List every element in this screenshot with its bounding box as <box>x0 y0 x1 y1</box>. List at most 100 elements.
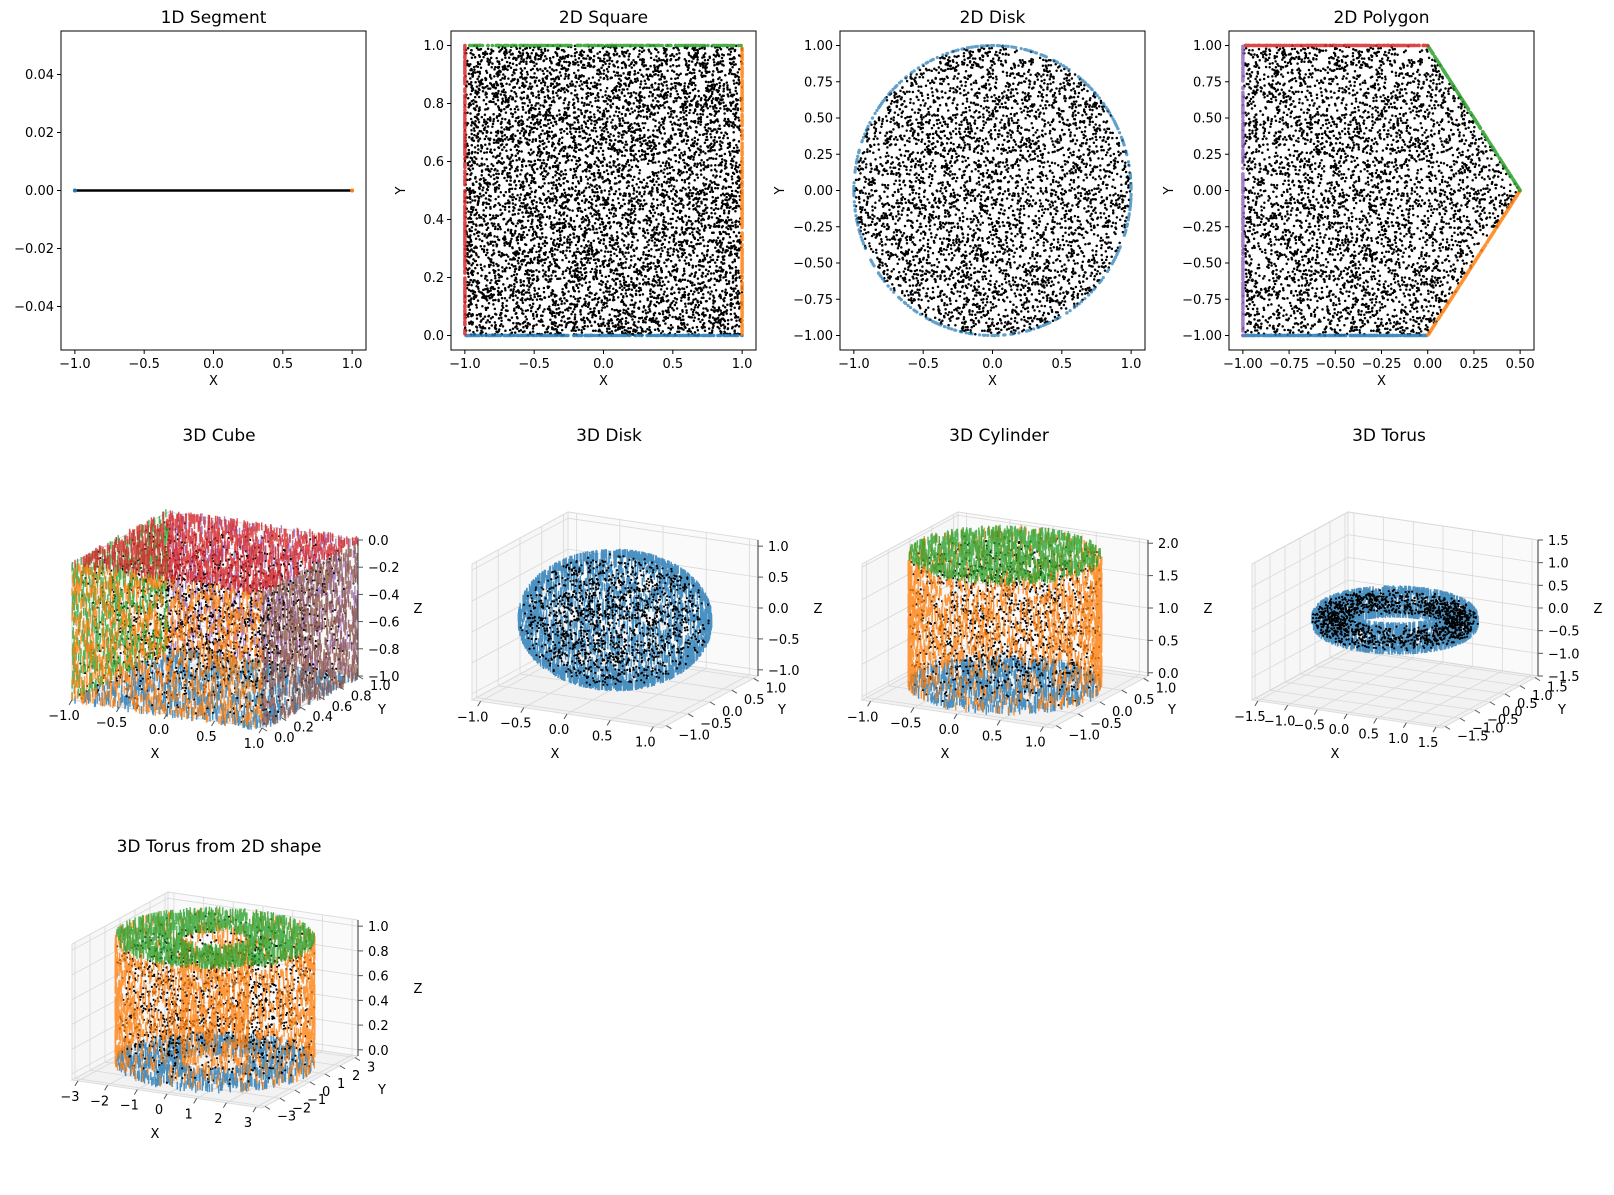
y-tick-mark <box>687 713 694 718</box>
y-tick-label: 1.0 <box>423 39 444 54</box>
z-tick-label: −1.0 <box>768 664 800 679</box>
x-tick-label: 0 <box>155 1103 163 1118</box>
y-axis-label: Y <box>377 703 386 718</box>
y-tick-mark <box>339 1065 346 1070</box>
grid-line <box>1314 665 1506 695</box>
x-tick-label: 1.0 <box>635 736 656 751</box>
subplot-7: 3D Cylinder−1.0 −0.5 0.0 0.5 1.0X−1.0−0.50.0… <box>847 426 1213 762</box>
x-tick-label: −0.5 <box>500 717 532 732</box>
subplot-1: 1D Segment −1.0 −0.5 0.0 0.5 1.0 −0.04 −0.02 0.0… <box>14 8 367 389</box>
plot-title: 3D Torus from 2D shape <box>117 837 322 857</box>
x-tick-label: 1.0 <box>342 357 363 372</box>
y-tick-mark <box>1489 701 1496 706</box>
boundary-points-1 <box>464 333 744 338</box>
grid-line <box>498 685 689 715</box>
y-tick-label: −0.02 <box>14 242 54 257</box>
grid-line <box>1329 657 1521 687</box>
x-tick-label: −1.0 <box>457 710 489 725</box>
y-tick-label: 1.00 <box>1193 39 1222 54</box>
data-points <box>1241 43 1522 338</box>
boundary-points-1 <box>1241 333 1428 338</box>
x-tick-label: 0.5 <box>592 729 613 744</box>
z-tick-label: 1.0 <box>1158 602 1179 617</box>
y-tick-mark <box>1444 725 1451 730</box>
x-tick-label: 0.0 <box>982 357 1003 372</box>
boundary-points-2 <box>1426 188 1522 337</box>
z-tick-label: −1.0 <box>1548 647 1580 662</box>
grid-line <box>1251 534 1349 588</box>
x-tick-label: 0.5 <box>1358 727 1379 742</box>
x-axis-label: X <box>941 747 950 762</box>
x-tick-label: −1.0 <box>449 357 481 372</box>
y-tick-label: 0.00 <box>1193 184 1222 199</box>
grid-line <box>866 697 1057 727</box>
x-tick-label: −1 <box>120 1099 139 1114</box>
y-axis-label: Y <box>1167 703 1176 718</box>
y-tick-mark <box>709 701 716 706</box>
x-tick-mark <box>910 707 915 713</box>
plot-title: 3D Torus <box>1352 426 1426 446</box>
grid-line <box>567 517 759 547</box>
y-tick-label: −0.50 <box>793 257 833 272</box>
x-tick-label: −1.0 <box>59 357 91 372</box>
data-points <box>517 548 713 692</box>
y-tick-label: −0.50 <box>1182 257 1222 272</box>
y-tick-label: 1.0 <box>1156 681 1177 696</box>
grid-line <box>471 517 569 571</box>
y-tick-label: 0.02 <box>25 126 54 141</box>
x-tick-label: −0.50 <box>1315 357 1355 372</box>
y-axis-label: Y <box>777 703 786 718</box>
boundary-points-right <box>350 188 355 193</box>
x-tick-label: −0.25 <box>1362 357 1402 372</box>
x-tick-label: 0.0 <box>593 357 614 372</box>
y-tick-label: 0.4 <box>423 213 444 228</box>
boundary-points-3 <box>116 906 315 970</box>
y-tick-label: 0.25 <box>1193 148 1222 163</box>
x-tick-mark <box>252 1106 257 1113</box>
z-tick-label: 2.0 <box>1158 537 1179 552</box>
plot-title: 3D Disk <box>576 426 642 446</box>
y-tick-mark <box>264 1105 271 1110</box>
y-tick-mark <box>294 1089 301 1094</box>
y-tick-label: −0.5 <box>700 717 732 732</box>
y-tick-mark <box>354 1057 361 1062</box>
z-tick-label: 0.2 <box>368 1019 389 1034</box>
grid-line <box>1347 556 1539 586</box>
x-tick-mark <box>211 720 215 727</box>
subplot-4: 2D Polygon −1.00 −0.75 −0.50 −0.25 0.00 0.25 0.… <box>1162 8 1535 389</box>
x-tick-mark <box>520 707 525 713</box>
y-tick-label: 1.0 <box>370 679 391 694</box>
y-tick-label: 0.4 <box>312 710 333 725</box>
y-tick-mark <box>1534 677 1541 682</box>
grid-line <box>167 511 359 541</box>
y-tick-label: 0.00 <box>25 184 54 199</box>
x-tick-mark <box>163 1093 168 1100</box>
y-tick-label: 1.0 <box>1532 689 1553 704</box>
grid-line <box>1347 534 1539 564</box>
z-tick-label: 1.0 <box>368 920 389 935</box>
y-tick-label: 0.5 <box>1134 693 1155 708</box>
grid-line <box>861 514 959 568</box>
y-tick-label: −1 <box>307 1093 326 1108</box>
x-axis-label: X <box>599 374 608 389</box>
y-tick-label: 0.6 <box>423 155 444 170</box>
z-tick-label: −0.5 <box>1548 625 1580 640</box>
x-tick-label: 0.0 <box>549 723 570 738</box>
y-axis-label: Y <box>1557 703 1566 718</box>
x-tick-mark <box>104 1084 109 1091</box>
y-tick-label: 0.50 <box>804 112 833 127</box>
data-points <box>114 906 316 1094</box>
x-tick-label: 0.0 <box>149 723 170 738</box>
y-tick-label: −1.00 <box>1182 329 1222 344</box>
y-tick-mark <box>338 685 345 690</box>
y-axis-label: Y <box>377 1083 386 1098</box>
x-tick-label: −1.0 <box>1264 714 1296 729</box>
y-tick-label: 0.0 <box>1502 705 1523 720</box>
y-tick-label: −3 <box>277 1109 296 1124</box>
interior-points <box>463 44 744 337</box>
z-axis-label: Z <box>1204 602 1213 617</box>
grid-line <box>1269 689 1461 719</box>
z-tick-label: 1.5 <box>1158 570 1179 585</box>
x-tick-mark <box>1343 713 1348 720</box>
z-tick-label: 0.4 <box>368 994 389 1009</box>
